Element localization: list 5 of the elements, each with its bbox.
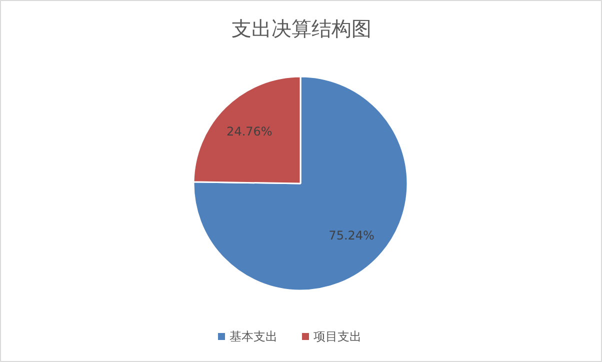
data-label: 24.76% [226,124,272,139]
legend-label: 项目支出 [314,330,362,344]
chart-title: 支出决算结构图 [232,16,372,40]
data-label: 75.24% [328,228,374,242]
legend-label: 基本支出 [230,330,278,344]
